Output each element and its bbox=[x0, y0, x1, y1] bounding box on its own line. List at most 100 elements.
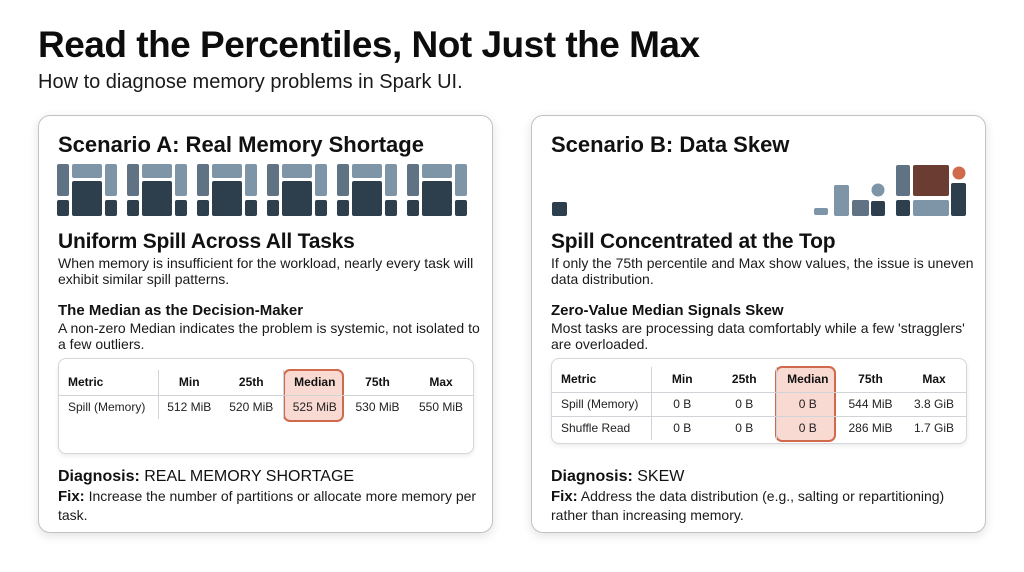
table-cell: 0 B bbox=[776, 415, 839, 440]
task-block bbox=[407, 164, 419, 196]
task-block bbox=[175, 200, 187, 216]
task-block bbox=[127, 200, 139, 216]
skewed-tasks-illustration bbox=[552, 165, 966, 216]
straggler-block bbox=[896, 165, 910, 196]
scenario-a-subheading: The Median as the Decision-Maker bbox=[58, 302, 304, 319]
table-cell: 544 MiB bbox=[839, 391, 902, 416]
scenario-a-title: Scenario A: Real Memory Shortage bbox=[58, 132, 424, 157]
scenario-b-fix: Fix: Address the data distribution (e.g.… bbox=[551, 487, 971, 524]
col-header: Min bbox=[671, 372, 693, 387]
task-block bbox=[337, 200, 349, 216]
task-block bbox=[105, 164, 117, 196]
scenario-a-card: Scenario A: Real Memory Shortage Uniform… bbox=[38, 115, 493, 533]
scenario-b-subdescription: Most tasks are processing data comfortab… bbox=[551, 320, 965, 352]
diagnosis-value: REAL MEMORY SHORTAGE bbox=[144, 468, 355, 485]
straggler-block bbox=[951, 183, 966, 216]
task-block bbox=[72, 164, 102, 178]
col-header: Metric bbox=[59, 370, 159, 395]
page-subtitle: How to diagnose memory problems in Spark… bbox=[38, 71, 463, 93]
diagnosis-label: Diagnosis: bbox=[551, 468, 633, 485]
col-header: Max bbox=[429, 375, 453, 390]
scenario-a-description: When memory is insufficient for the work… bbox=[58, 255, 474, 287]
col-header: 25th bbox=[713, 367, 777, 392]
scenario-a-subdescription: A non-zero Median indicates the problem … bbox=[58, 320, 480, 352]
scenario-b-description: If only the 75th percentile and Max show… bbox=[551, 255, 974, 287]
task-block bbox=[267, 200, 279, 216]
table-cell: Shuffle Read bbox=[552, 415, 652, 440]
table-cell: 550 MiB bbox=[409, 394, 473, 419]
task-block bbox=[245, 200, 257, 216]
table-cell: 286 MiB bbox=[839, 415, 902, 440]
uniform-tasks-illustration bbox=[57, 164, 467, 216]
col-header: 25th bbox=[220, 370, 284, 395]
col-header: Median bbox=[294, 375, 336, 390]
scenario-b-heading: Spill Concentrated at the Top bbox=[551, 230, 836, 253]
diagnosis-label: Diagnosis: bbox=[58, 468, 140, 485]
table-header-row: Metric Min 25th Median 75th Max bbox=[552, 367, 966, 392]
table-cell: Spill (Memory) bbox=[552, 391, 652, 416]
task-block bbox=[197, 164, 209, 196]
table-cell: 0 B bbox=[651, 391, 713, 416]
scenario-a-diagnosis: Diagnosis: REAL MEMORY SHORTAGE bbox=[58, 468, 354, 486]
task-block bbox=[315, 200, 327, 216]
straggler-block bbox=[913, 200, 949, 216]
table-row: Spill (Memory) 0 B 0 B 0 B 544 MiB 3.8 G… bbox=[552, 391, 966, 416]
scenario-b-card: Scenario B: Data Skew Spill Concentrated… bbox=[531, 115, 986, 533]
scenario-b-table: Metric Min 25th Median 75th Max Spill (M… bbox=[551, 358, 967, 444]
task-block bbox=[455, 200, 467, 216]
page-title: Read the Percentiles, Not Just the Max bbox=[38, 24, 700, 65]
col-header: Min bbox=[178, 375, 200, 390]
task-block bbox=[422, 181, 452, 216]
task-block bbox=[267, 164, 279, 196]
task-bar bbox=[871, 201, 885, 216]
task-block bbox=[245, 164, 257, 196]
fix-label: Fix: bbox=[551, 488, 578, 505]
diagnosis-value: SKEW bbox=[637, 468, 685, 485]
task-block bbox=[212, 164, 242, 178]
fix-text: Address the data distribution (e.g., sal… bbox=[551, 488, 945, 523]
table-cell: 525 MiB bbox=[283, 394, 346, 419]
straggler-block-large bbox=[913, 165, 949, 196]
task-block bbox=[72, 181, 102, 216]
task-bar bbox=[834, 185, 849, 216]
fix-text: Increase the number of partitions or all… bbox=[58, 488, 477, 523]
table-cell: 512 MiB bbox=[158, 394, 220, 419]
task-block bbox=[105, 200, 117, 216]
scenario-b-subheading: Zero-Value Median Signals Skew bbox=[551, 302, 784, 319]
task-block bbox=[282, 164, 312, 178]
task-block bbox=[422, 164, 452, 178]
table-row: Spill (Memory) 512 MiB 520 MiB 525 MiB 5… bbox=[59, 394, 473, 419]
hotspot-dot bbox=[952, 166, 966, 180]
scenario-a-table: Metric Min 25th Median 75th Max Spill (M… bbox=[58, 358, 474, 454]
table-cell: 0 B bbox=[651, 415, 713, 440]
table-cell: 520 MiB bbox=[220, 394, 284, 419]
col-header: 75th bbox=[365, 375, 390, 390]
task-block bbox=[175, 164, 187, 196]
table-row: Shuffle Read 0 B 0 B 0 B 286 MiB 1.7 GiB bbox=[552, 415, 966, 440]
task-block bbox=[142, 181, 172, 216]
task-block bbox=[407, 200, 419, 216]
task-block bbox=[282, 181, 312, 216]
table-header-row: Metric Min 25th Median 75th Max bbox=[59, 370, 473, 395]
table-cell: 0 B bbox=[713, 415, 777, 440]
scenario-b-title: Scenario B: Data Skew bbox=[551, 132, 790, 157]
straggler-block bbox=[896, 200, 910, 216]
task-block bbox=[142, 164, 172, 178]
table-cell: Spill (Memory) bbox=[59, 394, 159, 419]
table-cell: 530 MiB bbox=[346, 394, 409, 419]
col-header: Max bbox=[922, 372, 946, 387]
task-block bbox=[455, 164, 467, 196]
task-block bbox=[337, 164, 349, 196]
table-cell: 0 B bbox=[713, 391, 777, 416]
task-bar bbox=[852, 200, 869, 216]
task-block bbox=[197, 200, 209, 216]
col-header: Median bbox=[787, 372, 829, 387]
task-block bbox=[315, 164, 327, 196]
col-header: 75th bbox=[858, 372, 883, 387]
task-block bbox=[385, 200, 397, 216]
scenario-b-diagnosis: Diagnosis: SKEW bbox=[551, 468, 684, 486]
scenario-a-fix: Fix: Increase the number of partitions o… bbox=[58, 487, 478, 524]
scenario-a-heading: Uniform Spill Across All Tasks bbox=[58, 230, 355, 253]
task-block bbox=[352, 164, 382, 178]
task-block bbox=[385, 164, 397, 196]
